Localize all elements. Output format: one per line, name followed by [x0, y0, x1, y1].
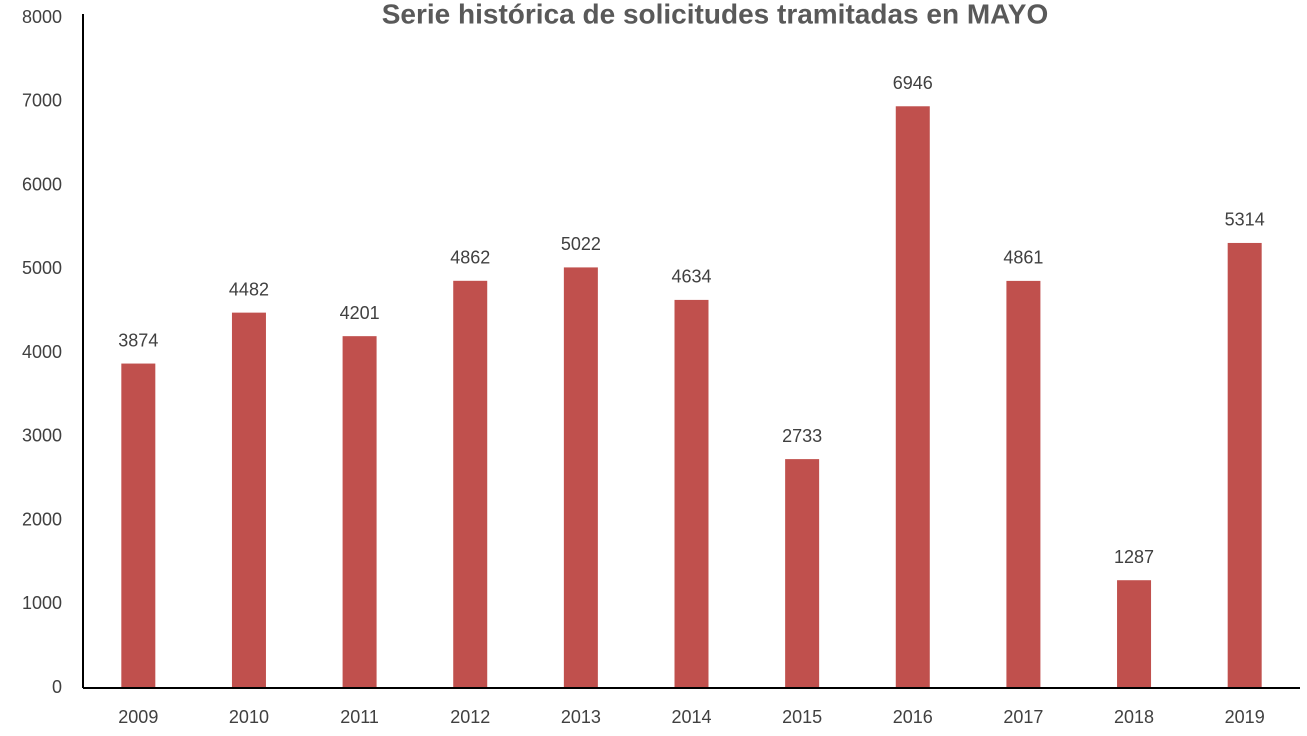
- y-tick-label: 8000: [22, 7, 62, 27]
- bar: [1227, 242, 1262, 688]
- y-tick-label: 5000: [22, 258, 62, 278]
- y-tick-label: 7000: [22, 91, 62, 111]
- bar: [895, 106, 930, 688]
- x-tick-label: 2012: [450, 707, 490, 727]
- y-tick-label: 1000: [22, 593, 62, 613]
- bar: [342, 336, 377, 688]
- bar: [231, 312, 266, 688]
- data-label: 2733: [782, 426, 822, 446]
- x-tick-label: 2009: [118, 707, 158, 727]
- data-label: 4862: [450, 248, 490, 268]
- bar: [121, 363, 156, 688]
- data-label: 4201: [340, 303, 380, 323]
- data-label: 5314: [1225, 210, 1265, 230]
- y-tick-label: 6000: [22, 174, 62, 194]
- x-tick-label: 2016: [893, 707, 933, 727]
- x-tick-label: 2018: [1114, 707, 1154, 727]
- x-tick-label: 2014: [671, 707, 711, 727]
- data-label: 6946: [893, 73, 933, 93]
- data-label: 1287: [1114, 547, 1154, 567]
- x-tick-label: 2015: [782, 707, 822, 727]
- data-label: 4634: [671, 267, 711, 287]
- bar: [563, 267, 598, 688]
- data-label: 4861: [1003, 248, 1043, 268]
- y-tick-label: 3000: [22, 426, 62, 446]
- x-tick-label: 2017: [1003, 707, 1043, 727]
- bar: [1117, 580, 1152, 688]
- data-label: 4482: [229, 279, 269, 299]
- data-label: 3874: [118, 330, 158, 350]
- y-tick-label: 0: [52, 677, 62, 697]
- y-tick-label: 4000: [22, 342, 62, 362]
- bar: [674, 299, 709, 688]
- data-label: 5022: [561, 234, 601, 254]
- x-tick-label: 2013: [561, 707, 601, 727]
- chart-title: Serie histórica de solicitudes tramitada…: [382, 0, 1049, 29]
- bar: [1006, 280, 1041, 688]
- bar: [453, 280, 488, 688]
- x-tick-label: 2010: [229, 707, 269, 727]
- y-tick-label: 2000: [22, 509, 62, 529]
- x-tick-label: 2019: [1225, 707, 1265, 727]
- x-tick-label: 2011: [340, 707, 379, 727]
- bar: [785, 459, 820, 688]
